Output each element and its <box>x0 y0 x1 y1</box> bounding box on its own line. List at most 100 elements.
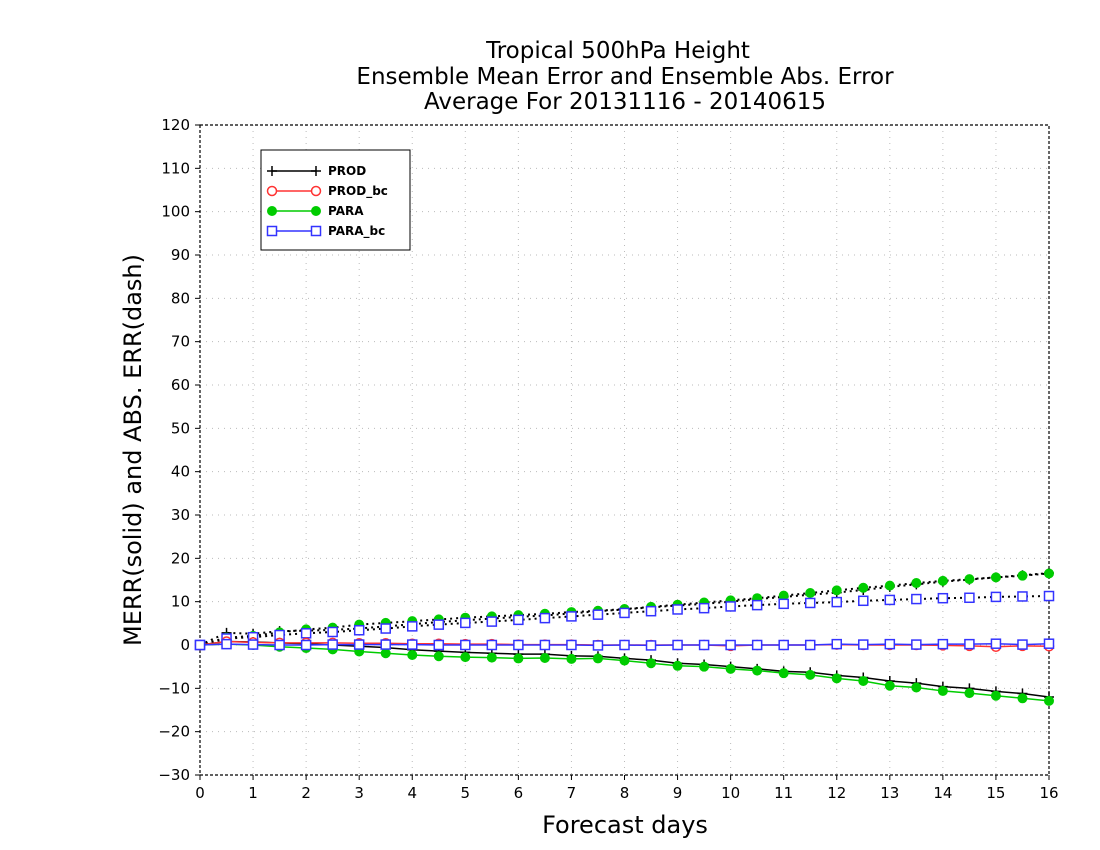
data-point-para-bc-abs-error <box>1043 590 1055 602</box>
x-tick-label: 6 <box>514 784 524 802</box>
data-point-para-bc-mean-error <box>804 639 816 651</box>
data-point-para-mean-error <box>831 673 842 684</box>
data-point-para-bc-mean-error <box>274 639 285 651</box>
data-point-para-bc-abs-error <box>460 617 471 629</box>
data-point-para-abs-error <box>884 580 895 591</box>
data-point-para-bc-mean-error <box>698 639 710 651</box>
x-tick-label: 8 <box>620 784 630 802</box>
data-point-para-bc-abs-error <box>539 612 551 624</box>
data-point-para-bc-abs-error <box>353 625 365 636</box>
data-point-para-mean-error <box>990 690 1001 701</box>
data-point-para-bc-mean-error <box>1017 639 1028 650</box>
data-point-para-bc-abs-error <box>698 602 710 614</box>
legend-marker-prod <box>267 166 277 176</box>
y-tick-label: 0 <box>180 636 190 654</box>
data-point-para-bc-mean-error <box>990 638 1002 649</box>
data-point-para-mean-error <box>725 663 736 674</box>
data-point-para-bc-mean-error <box>460 639 471 651</box>
plot-series <box>194 568 1055 706</box>
x-tick-label: 5 <box>461 784 471 802</box>
data-point-para-bc-mean-error <box>407 639 418 650</box>
legend-marker-prod-bc <box>310 185 322 197</box>
data-point-para-bc-mean-error <box>937 638 949 650</box>
y-tick-label: 70 <box>171 333 190 351</box>
legend-marker-para-bc <box>266 225 278 237</box>
x-tick-label: 0 <box>195 784 205 802</box>
data-point-para-bc-mean-error <box>751 639 763 651</box>
legend-marker-prod-bc <box>266 185 278 197</box>
data-point-para-bc-mean-error <box>539 639 551 651</box>
y-tick-label: 100 <box>161 203 190 221</box>
data-point-para-bc-mean-error <box>380 639 391 650</box>
data-point-para-mean-error <box>672 660 683 671</box>
data-point-para-bc-abs-error <box>566 611 577 622</box>
x-tick-label: 1 <box>248 784 258 802</box>
legend-label-prod: PROD <box>328 164 366 178</box>
data-point-para-abs-error <box>1017 570 1028 581</box>
x-tick-label: 14 <box>933 784 952 802</box>
y-tick-label: 10 <box>171 593 190 611</box>
chart-title-line-1: Tropical 500hPa Height <box>485 38 750 64</box>
data-point-para-mean-error <box>619 655 630 666</box>
data-point-para-bc-mean-error <box>194 639 206 651</box>
x-tick-label: 10 <box>721 784 740 802</box>
legend-marker-para <box>311 206 321 216</box>
data-point-para-mean-error <box>513 653 524 664</box>
data-point-para-mean-error <box>646 658 657 669</box>
data-point-para-bc-abs-error <box>645 605 657 617</box>
chart-title-line-2: Ensemble Mean Error and Ensemble Abs. Er… <box>356 64 894 90</box>
legend-box <box>260 149 411 251</box>
data-point-para-mean-error <box>433 651 444 662</box>
legend-label-para: PARA <box>328 204 364 218</box>
data-point-para-mean-error <box>805 669 816 680</box>
series-line-para-bc-abs-error <box>199 595 1050 646</box>
data-point-para-mean-error <box>778 668 789 679</box>
data-point-para-bc-abs-error <box>911 593 922 605</box>
data-point-para-abs-error <box>831 585 842 596</box>
series-line-para-mean-error <box>199 643 1050 702</box>
legend: PROD PROD_bc PARA PARA_bc <box>260 149 411 251</box>
data-point-para-bc-abs-error <box>592 609 604 620</box>
data-point-para-mean-error <box>752 665 763 676</box>
data-point-para-mean-error <box>1044 695 1054 706</box>
data-point-para-bc-mean-error <box>911 639 922 650</box>
legend-marker-para-bc <box>310 225 322 237</box>
data-point-para-mean-error <box>486 652 497 663</box>
data-point-para-bc-mean-error <box>221 638 232 650</box>
y-tick-label: −20 <box>158 723 190 741</box>
plot-frame <box>199 124 1050 776</box>
data-point-para-bc-abs-error <box>804 597 816 609</box>
legend-label-para-bc: PARA_bc <box>328 224 385 239</box>
series-line-prod-abs-error <box>199 572 1050 646</box>
data-point-para-bc-mean-error <box>1043 638 1055 649</box>
x-tick-label: 15 <box>986 784 1005 802</box>
data-point-para-bc-abs-error <box>486 616 498 627</box>
data-point-para-bc-mean-error <box>592 640 604 651</box>
data-point-para-mean-error <box>884 680 895 691</box>
data-point-para-abs-error <box>964 574 975 585</box>
y-tick-label: −30 <box>158 766 190 784</box>
data-point-para-bc-mean-error <box>327 639 338 650</box>
data-point-para-abs-error <box>1044 568 1054 579</box>
data-point-para-bc-mean-error <box>645 640 657 651</box>
x-tick-label: 7 <box>567 784 577 802</box>
data-point-para-bc-abs-error <box>858 595 869 607</box>
x-tick-label: 3 <box>354 784 364 802</box>
legend-marker-para <box>267 206 277 216</box>
y-tick-label: 80 <box>171 289 190 307</box>
x-tick-label: 4 <box>407 784 417 802</box>
data-point-para-mean-error <box>937 685 948 696</box>
data-point-para-abs-error <box>990 572 1001 583</box>
data-point-para-bc-abs-error <box>300 628 312 639</box>
y-axis-label: MERR(solid) and ABS. ERR(dash) <box>119 254 147 646</box>
data-point-para-bc-abs-error <box>778 598 789 610</box>
data-point-para-bc-mean-error <box>964 638 975 650</box>
data-point-para-bc-abs-error <box>327 626 338 638</box>
data-point-para-bc-mean-error <box>672 639 683 651</box>
data-point-para-bc-abs-error <box>751 599 763 611</box>
data-point-para-mean-error <box>699 661 710 672</box>
data-point-para-mean-error <box>566 653 577 664</box>
data-point-para-bc-abs-error <box>619 607 630 619</box>
data-point-para-bc-mean-error <box>858 639 869 650</box>
